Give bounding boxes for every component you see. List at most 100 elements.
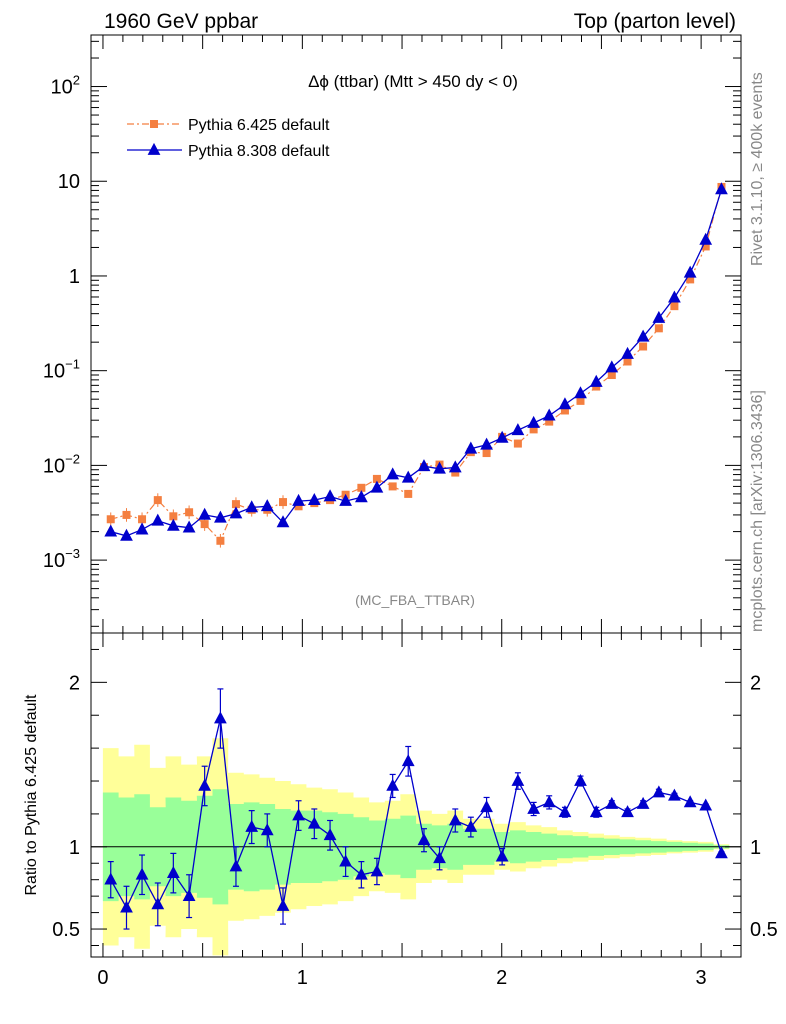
ratio-data-point [699,798,713,811]
data-point [558,397,572,410]
ratio-data-point [120,900,133,913]
main-series-group [104,182,728,548]
data-point [605,360,619,373]
ratio-data-point [542,795,556,808]
data-point [529,425,538,434]
ratio-data-point [668,788,681,801]
ratio-data-point [166,865,180,878]
series-pythia6 [106,182,726,548]
y-tick-label: 102 [51,73,80,99]
legend-marker [147,142,161,155]
legend-label: Pythia 8.308 default [188,143,330,160]
data-point [495,430,509,443]
ratio-data-point [715,846,728,859]
main-axis-ticks: 10−3 10−2 10−1 1 10 102 [43,35,741,633]
ratio-data-point [229,859,243,872]
ratio-data-point [417,833,431,846]
data-point [699,232,713,245]
ratio-y-tick-label: 2 [69,672,80,694]
data-point [245,500,259,513]
data-point [701,242,710,251]
ratio-data-point [464,819,478,832]
x-tick-label: 2 [496,967,507,989]
data-point [276,515,290,528]
data-point [715,182,728,195]
data-point [654,324,663,333]
series-pythia8 [104,182,728,541]
data-point [260,499,274,512]
ratio-data-point [589,805,603,818]
ratio-data-point [558,805,572,818]
data-point [106,515,115,524]
ratio-data-point [198,778,212,791]
data-point [482,449,491,458]
data-point [292,493,305,506]
ratio-data-point [292,808,305,821]
data-point [185,508,194,517]
ratio-data-point [433,851,446,864]
header-right-label: Top (parton level) [574,10,736,33]
data-point [683,265,697,278]
ratio-data-point [401,754,415,767]
data-point [279,498,288,507]
data-point [451,468,460,477]
ratio-data-point [495,849,509,862]
ratio-y-tick-label: 1 [69,837,80,859]
legend-label: Pythia 6.425 default [188,117,330,134]
x-tick-label: 0 [97,967,108,989]
ratio-data-point [621,805,634,818]
y-tick-label: 10−3 [43,546,80,572]
ratio-data-point [480,800,493,813]
series-line [110,189,723,537]
data-point [104,524,118,537]
ratio-plot-frame [90,632,742,958]
ratio-data-point [448,813,462,826]
data-point [200,520,209,529]
ratio-data-point [104,872,118,885]
data-point [652,310,666,323]
data-point [511,423,525,436]
data-point [417,459,431,472]
ratio-data-point [386,778,400,791]
data-point [307,492,321,505]
ratio-data-point [370,864,384,877]
mcplots-reference-label: mcplots.cern.ch [arXiv:1306.3436] [749,390,766,632]
rivet-version-label: Rivet 3.1.10, ≥ 400k events [749,72,766,266]
data-point [216,536,225,545]
data-point [151,513,165,526]
data-point [636,329,650,342]
data-point [339,493,352,506]
ratio-data-point [214,711,227,724]
data-point [120,528,133,541]
ratio-data-point [605,796,619,809]
ratio-data-point [151,897,165,910]
data-point [153,496,162,505]
data-point [388,482,397,491]
data-point [214,510,227,523]
ratio-series-group [104,688,728,930]
data-point [372,474,381,483]
data-point [231,500,240,509]
main-plot-title: Δϕ (ttbar) (Mtt > 450 dy < 0) [308,72,518,91]
data-point [229,506,243,519]
data-point [607,371,616,380]
ratio-axis-ticks: 0.5 0.5 1 1 2 2 0 1 2 3 [52,633,778,989]
data-point [433,461,446,474]
analysis-watermark: (MC_FBA_TTBAR) [355,592,475,608]
data-point [357,483,366,492]
data-point [354,490,368,503]
ratio-data-point [683,795,697,808]
data-point [169,512,178,521]
legend-marker [150,120,158,128]
ratio-data-point [339,854,352,867]
data-point [513,439,522,448]
data-point [542,408,556,421]
data-point [138,515,147,524]
ratio-data-point [245,819,259,832]
ratio-y-tick-label-right: 2 [750,672,761,694]
data-point [576,396,585,405]
header-left-label: 1960 GeV ppbar [104,10,258,33]
data-point [198,507,212,520]
ratio-y-axis-label: Ratio to Pythia 6.425 default [23,694,40,896]
